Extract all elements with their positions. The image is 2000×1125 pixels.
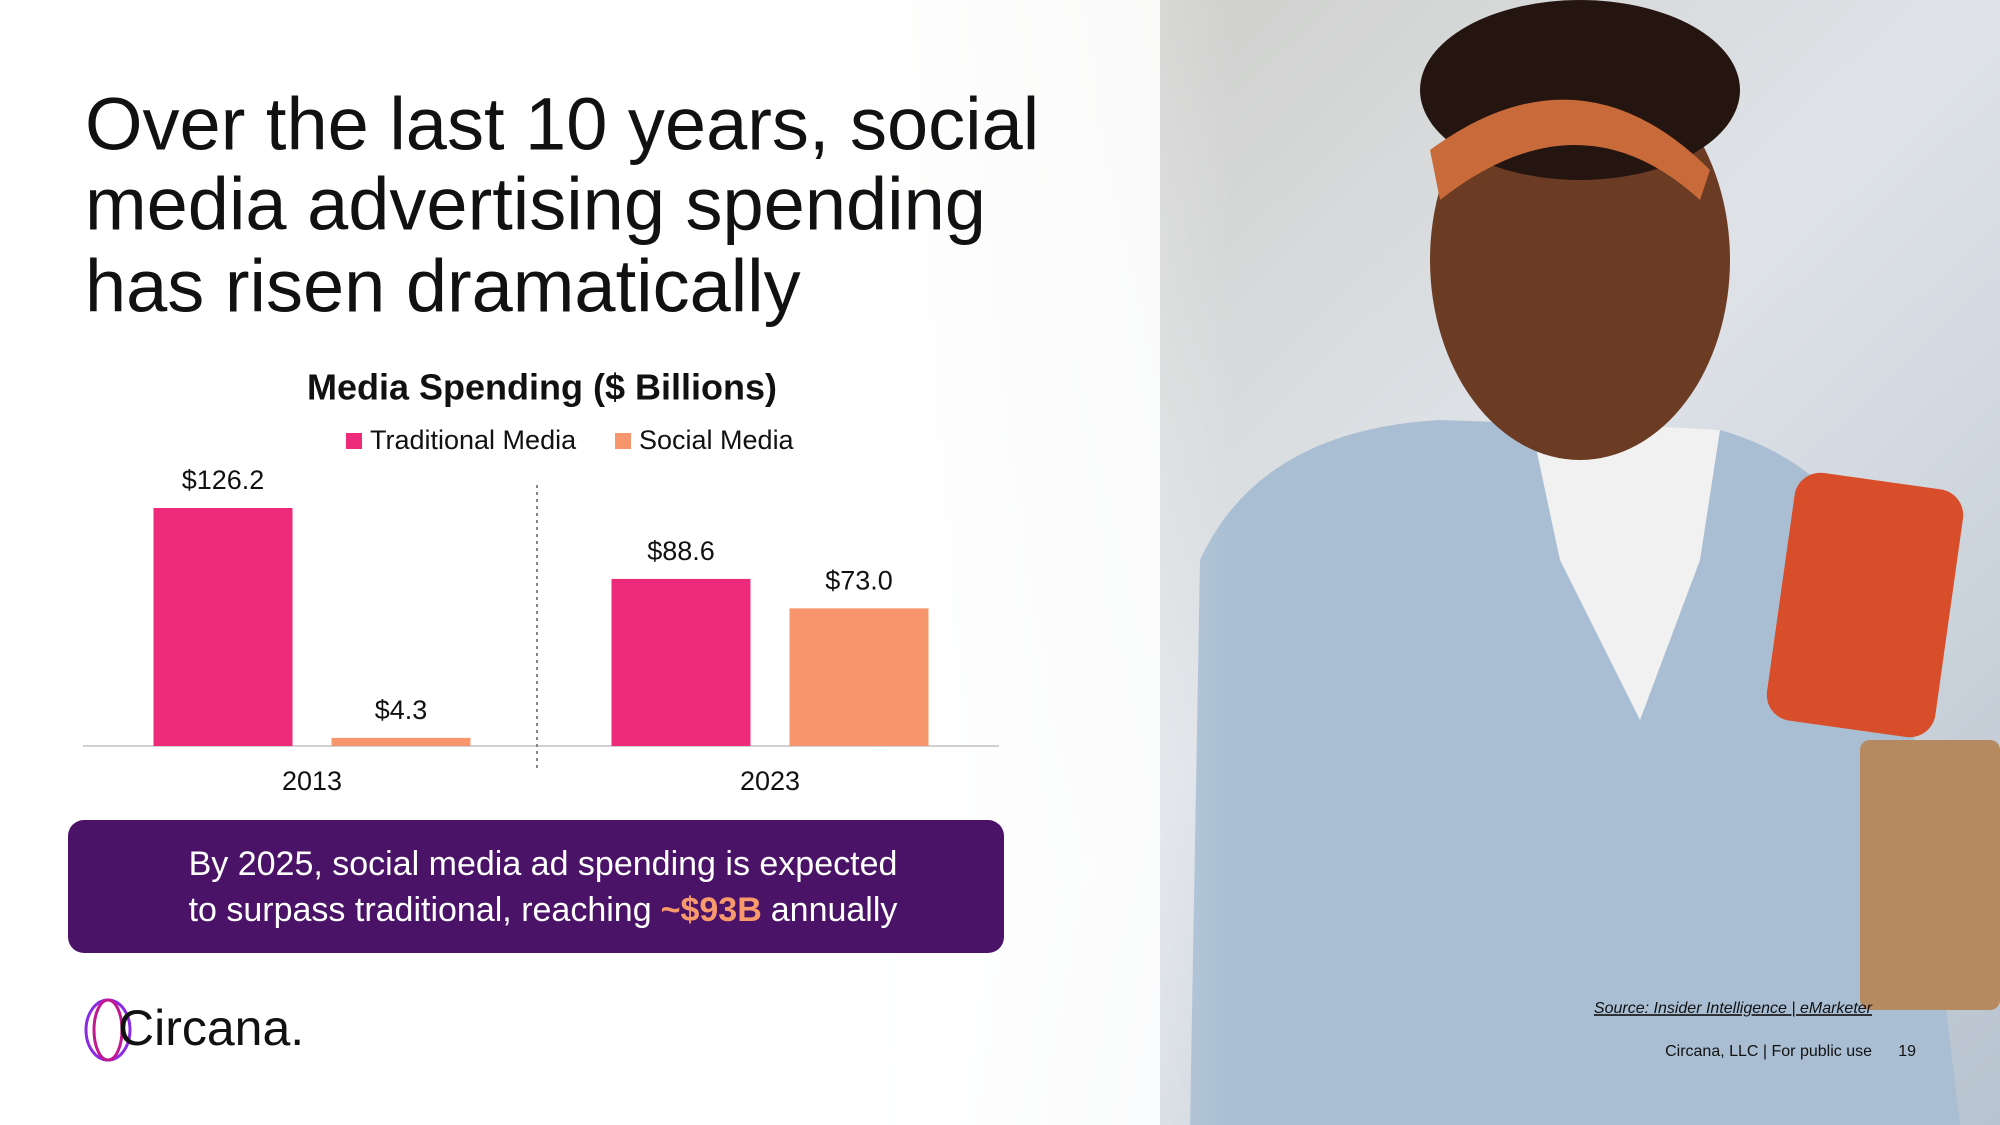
logo: Circana. <box>84 998 304 1062</box>
callout-text: annually <box>771 891 898 929</box>
value-label: $4.3 <box>375 695 428 725</box>
x-tick-label: 2013 <box>282 766 342 796</box>
logo-mark <box>92 998 124 1062</box>
callout-text: to surpass traditional, reaching ~$93B ann… <box>189 891 898 929</box>
callout-highlight: ~$93B <box>661 891 762 929</box>
bar <box>611 578 751 746</box>
source: Source: Insider Intelligence | eMarketer <box>1594 1000 1873 1017</box>
chart-title: Media Spending ($ Billions) <box>307 367 777 408</box>
bar <box>789 608 929 746</box>
value-label: $73.0 <box>825 565 893 595</box>
value-label: $126.2 <box>182 465 265 495</box>
callout-text: By 2025, social media ad spending is exp… <box>189 845 898 883</box>
logo-text: Circana. <box>118 1000 304 1056</box>
value-label: $88.6 <box>647 536 715 566</box>
title-line: has risen dramatically <box>85 245 801 328</box>
bar <box>331 737 471 746</box>
title-line: Over the last 10 years, social <box>85 83 1039 166</box>
legend-label: Social Media <box>639 425 795 455</box>
legend-label: Traditional Media <box>370 425 577 455</box>
page-number: 19 <box>1898 1043 1916 1060</box>
callout-text: to surpass traditional, reaching <box>189 891 652 929</box>
x-tick-label: 2023 <box>740 766 800 796</box>
bar <box>153 508 293 746</box>
legend-swatch <box>346 433 362 449</box>
legend-swatch <box>615 433 631 449</box>
title-line: media advertising spending <box>85 163 986 246</box>
footer: Circana, LLC | For public use <box>1665 1043 1872 1060</box>
callout-box <box>68 820 1004 953</box>
chart: Media Spending ($ Billions) Traditional … <box>83 367 999 796</box>
